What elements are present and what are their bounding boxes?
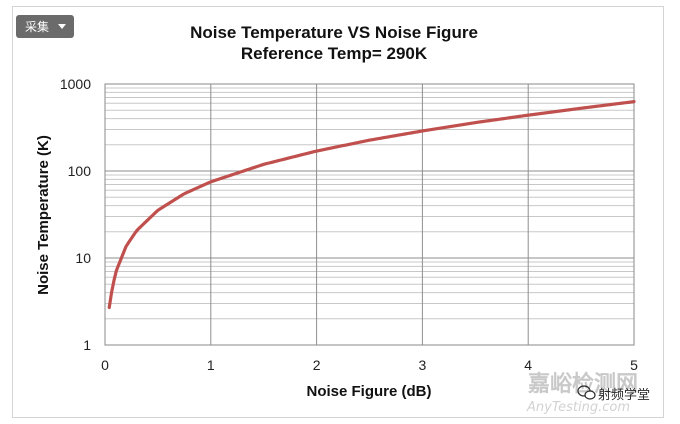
plot-area: [104, 83, 635, 346]
y-tick-label: 1000: [60, 76, 91, 92]
x-axis-title: Noise Figure (dB): [306, 383, 431, 400]
x-tick-label: 5: [630, 357, 638, 373]
watermark-account: 射频学堂: [598, 387, 650, 403]
x-tick-label: 0: [101, 357, 109, 373]
grid-minor: [105, 87, 634, 320]
x-tick-label: 3: [419, 357, 427, 373]
watermark-site-url: AnyTesting.com: [526, 400, 630, 415]
y-tick-label: 1: [83, 337, 91, 353]
grid-major: [104, 83, 635, 346]
y-tick-labels: 1 10 100 1000: [60, 76, 91, 353]
x-tick-label: 1: [207, 357, 215, 373]
collect-button[interactable]: 采集: [16, 15, 74, 38]
y-tick-label: 100: [68, 163, 92, 179]
chart-subtitle: Reference Temp= 290K: [241, 44, 428, 63]
watermark-site-name: 嘉峪检测网: [528, 371, 638, 397]
chart-title: Noise Temperature VS Noise Figure: [190, 23, 478, 42]
y-axis-title: Noise Temperature (K): [35, 135, 52, 295]
x-tick-label: 4: [524, 357, 532, 373]
x-tick-labels: 0 1 2 3 4 5: [101, 357, 638, 373]
series-group: [107, 100, 636, 310]
collect-label: 采集: [25, 20, 50, 34]
x-tick-label: 2: [313, 357, 321, 373]
y-tick-label: 10: [75, 250, 91, 266]
chevron-down-icon: [58, 24, 66, 29]
chart-frame: [12, 6, 664, 418]
series-line: [107, 100, 636, 310]
wechat-icon: [577, 385, 596, 400]
